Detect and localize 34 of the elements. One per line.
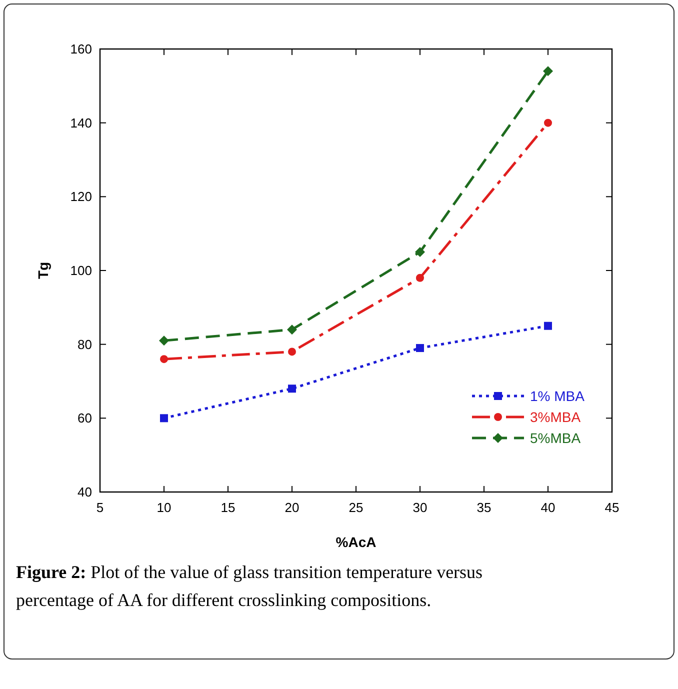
x-tick-label: 20	[284, 500, 300, 515]
x-tick-label: 5	[96, 500, 104, 515]
point	[159, 336, 169, 346]
y-tick-label: 80	[78, 336, 92, 352]
point	[544, 118, 552, 127]
y-axis-title: Tg	[35, 262, 51, 280]
point	[543, 66, 553, 76]
x-axis-title: %AcA	[336, 534, 376, 550]
point	[288, 384, 296, 393]
x-tick-label: 35	[476, 500, 492, 515]
x-tick-label: 45	[604, 500, 620, 515]
y-tick-label: 140	[70, 115, 92, 130]
point	[415, 247, 425, 258]
legend-label: 3%MBA	[530, 409, 582, 425]
legend-label: 1% MBA	[530, 388, 586, 404]
x-tick-label: 10	[156, 500, 172, 515]
caption: Figure 2: Plot of the value of glass transition temperature versus percentage of AA for different crosslinking compositions.	[16, 562, 483, 610]
point	[160, 355, 168, 364]
x-tick-label: 30	[412, 500, 428, 515]
point	[288, 348, 296, 356]
point	[544, 322, 552, 330]
point	[160, 414, 168, 422]
y-tick-label: 120	[70, 189, 92, 204]
legend-label: 5%MBA	[530, 430, 582, 446]
y-tick-label: 160	[70, 42, 92, 56]
x-tick-label: 40	[540, 500, 556, 515]
y-tick-label: 100	[70, 263, 92, 278]
x-tick-label: 25	[348, 500, 364, 515]
point	[287, 324, 297, 335]
y-tick-label: 60	[78, 410, 92, 426]
point	[416, 274, 424, 282]
x-tick-label: 15	[220, 500, 236, 515]
y-tick-label: 40	[78, 484, 92, 500]
point	[416, 344, 424, 352]
